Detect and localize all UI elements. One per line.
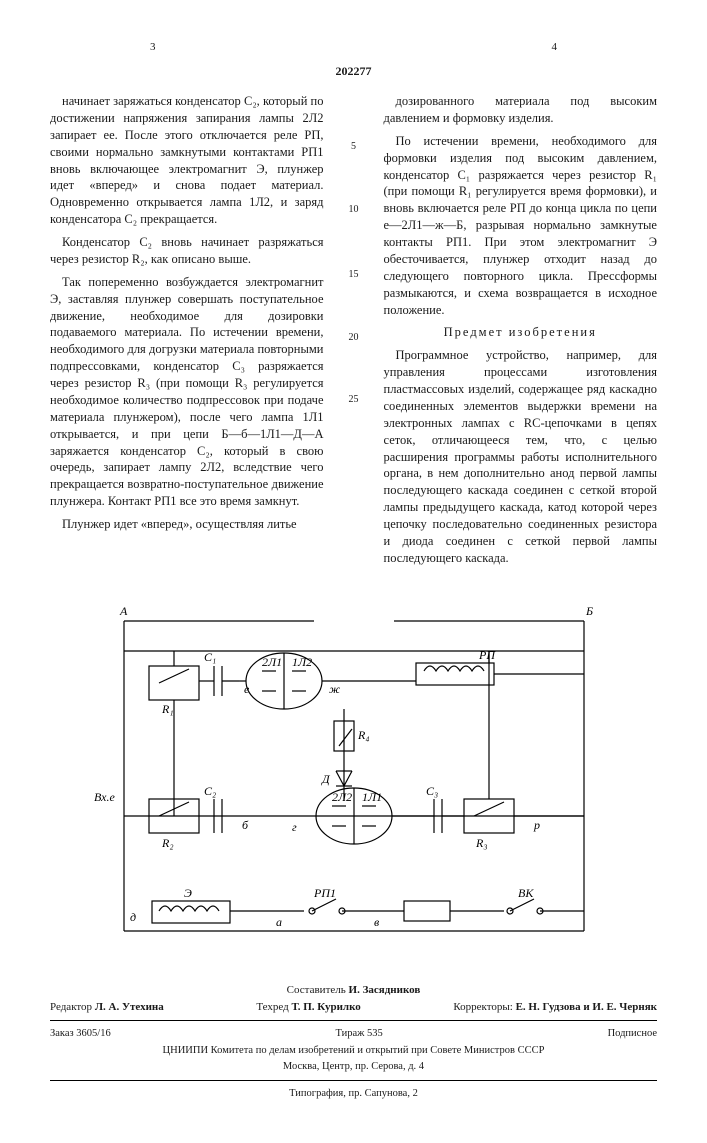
- label-R3: R₃: [475, 836, 488, 850]
- label-v: в: [374, 915, 379, 929]
- editor-name: Л. А. Утехина: [95, 1001, 164, 1013]
- techred-name: Т. П. Курилко: [291, 1001, 360, 1013]
- paragraph: Так попеременно возбуждается электромагн…: [50, 274, 324, 510]
- page-num-left: 3: [150, 40, 156, 55]
- label-e: е: [244, 682, 250, 696]
- paragraph: начинает заряжаться конденсатор C₂, кото…: [50, 93, 324, 228]
- circuit-schematic: А Б Вх.е C₁ R₁ 2Л1 1Л2 РП R₄ Д C₂ R₂ 2Л2…: [74, 591, 634, 971]
- label-C1: C₁: [204, 650, 216, 664]
- label-B: Б: [585, 604, 593, 618]
- label-2L1: 2Л1: [262, 655, 282, 669]
- page-num-right: 4: [552, 40, 558, 55]
- paragraph: Конденсатор C₂ вновь начинает разряжатьс…: [50, 234, 324, 268]
- label-D: Д: [321, 772, 331, 786]
- label-RP: РП: [478, 648, 496, 662]
- line-mark: 10: [346, 203, 362, 217]
- corrector-label: Корректоры:: [453, 1001, 512, 1013]
- label-p: р: [533, 818, 540, 832]
- line-mark: 15: [346, 268, 362, 282]
- publisher-org: ЦНИИПИ Комитета по делам изобретений и о…: [50, 1044, 657, 1058]
- tirazh-label: Тираж: [335, 1028, 364, 1039]
- line-mark: 5: [346, 140, 362, 154]
- zakaz-label: Заказ: [50, 1028, 74, 1039]
- label-d: д: [130, 910, 136, 924]
- publisher-addr: Москва, Центр, пр. Серова, д. 4: [50, 1060, 657, 1074]
- label-E: Э: [184, 886, 192, 900]
- label-1L2: 1Л2: [292, 655, 312, 669]
- divider: [50, 1080, 657, 1081]
- label-a: а: [276, 915, 282, 929]
- document-id: 202277: [50, 63, 657, 79]
- podpisnoe: Подписное: [608, 1027, 657, 1041]
- label-2L2: 2Л2: [332, 790, 352, 804]
- typography: Типография, пр. Сапунова, 2: [50, 1087, 657, 1101]
- text-columns: начинает заряжаться конденсатор C₂, кото…: [50, 93, 657, 573]
- editor-label: Редактор: [50, 1001, 92, 1013]
- tirazh-value: 535: [367, 1028, 383, 1039]
- credits-block: Составитель И. Засядников Редактор Л. А.…: [50, 983, 657, 1015]
- compiler-name: И. Засядников: [349, 984, 421, 996]
- line-mark: 25: [346, 393, 362, 407]
- label-zh: ж: [329, 682, 340, 696]
- compiler-label: Составитель: [287, 984, 346, 996]
- paragraph: Программное устройство, например, для уп…: [384, 347, 658, 566]
- zakaz-value: 3605/16: [76, 1028, 110, 1039]
- paragraph: Плунжер идет «вперед», осуществляя литье: [50, 516, 324, 533]
- label-R4: R₄: [357, 728, 370, 742]
- line-mark: 20: [346, 331, 362, 345]
- label-A: А: [119, 604, 128, 618]
- label-R1: R₁: [161, 702, 174, 716]
- label-R2: R₂: [161, 836, 174, 850]
- label-g: г: [292, 820, 297, 834]
- label-BK: ВК: [518, 886, 534, 900]
- label-C3: C₃: [426, 784, 438, 798]
- label-C2: C₂: [204, 784, 216, 798]
- right-column: дозированного материала под высоким давл…: [384, 93, 658, 573]
- label-b: б: [242, 818, 249, 832]
- left-column: начинает заряжаться конденсатор C₂, кото…: [50, 93, 324, 573]
- techred-label: Техред: [256, 1001, 288, 1013]
- subject-heading: Предмет изобретения: [384, 324, 658, 341]
- corrector-names: Е. Н. Гудзова и И. Е. Черняк: [516, 1001, 657, 1013]
- paragraph: По истечении времени, необходимого для ф…: [384, 133, 658, 319]
- paragraph: дозированного материала под высоким давл…: [384, 93, 658, 127]
- line-markers: 5 10 15 20 25: [346, 93, 362, 573]
- publication-block: Заказ 3605/16 Тираж 535 Подписное ЦНИИПИ…: [50, 1027, 657, 1101]
- label-1L1: 1Л1: [362, 790, 382, 804]
- divider: [50, 1020, 657, 1021]
- label-Vxe: Вх.е: [94, 790, 115, 804]
- label-RP1: РП1: [313, 886, 336, 900]
